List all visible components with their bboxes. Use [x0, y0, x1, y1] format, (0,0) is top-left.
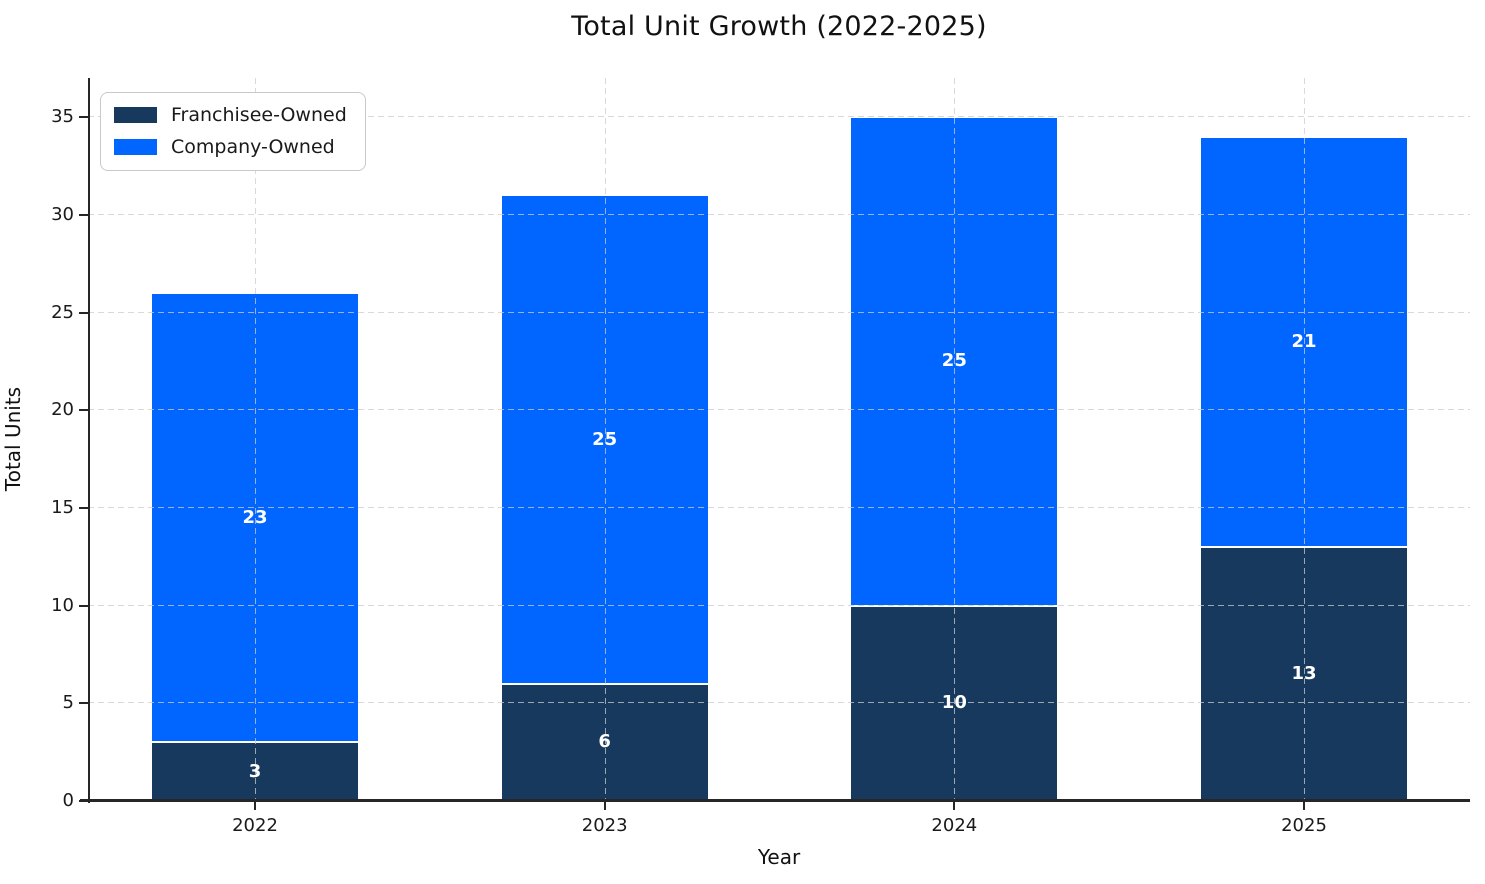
y-tick-mark [79, 702, 88, 705]
chart-title: Total Unit Growth (2022-2025) [571, 11, 987, 42]
x-axis-line [80, 799, 1470, 802]
y-tick-mark [79, 604, 88, 607]
bar-segment [1200, 136, 1408, 547]
bar-segment [151, 742, 359, 801]
bars-layer [88, 78, 1470, 801]
legend-label: Company-Owned [171, 135, 335, 158]
y-tick-mark [79, 506, 88, 509]
bar-segment [1200, 546, 1408, 801]
x-tick-label: 2024 [931, 815, 978, 836]
y-tick-mark [79, 116, 88, 119]
x-axis-title: Year [757, 845, 801, 869]
y-tick-label: 25 [51, 301, 74, 323]
y-tick-mark [79, 311, 88, 314]
y-tick-label: 0 [62, 790, 74, 811]
y-tick-label: 5 [62, 692, 74, 714]
legend: Franchisee-Owned Company-Owned [100, 92, 366, 171]
legend-swatch [114, 107, 157, 124]
x-tick-label: 2023 [581, 815, 628, 836]
y-tick-label: 35 [51, 106, 74, 128]
y-tick-label: 15 [51, 496, 74, 518]
x-tick-mark [603, 801, 606, 810]
legend-item: Franchisee-Owned [114, 104, 347, 127]
legend-swatch [114, 139, 157, 156]
y-axis-ticks: 0 5 10 15 20 25 30 35 [0, 78, 88, 811]
y-tick-label: 20 [51, 399, 74, 421]
x-axis-ticks: 2022 2023 2024 2025 [88, 801, 1470, 846]
legend-item: Company-Owned [114, 136, 347, 159]
y-tick-mark [79, 409, 88, 412]
x-tick-mark [953, 801, 956, 810]
x-tick-mark [1303, 801, 1305, 810]
y-tick-label: 10 [51, 594, 74, 616]
bar-segment [151, 292, 359, 743]
y-tick-label: 30 [51, 203, 74, 225]
x-tick-label: 2025 [1281, 815, 1327, 836]
bar-segment [850, 117, 1059, 606]
x-tick-label: 2022 [232, 815, 278, 836]
legend-label: Franchisee-Owned [171, 104, 347, 126]
y-axis-line [88, 78, 90, 803]
bar-segment [850, 605, 1059, 801]
plot-area: 3 23 6 25 10 25 13 21 Franchisee-Owned Company-O… [88, 78, 1470, 801]
y-tick-mark [79, 213, 88, 216]
x-tick-mark [254, 801, 256, 810]
bar-segment [500, 683, 709, 801]
bar-segment [500, 195, 709, 684]
y-tick-mark [79, 800, 88, 802]
